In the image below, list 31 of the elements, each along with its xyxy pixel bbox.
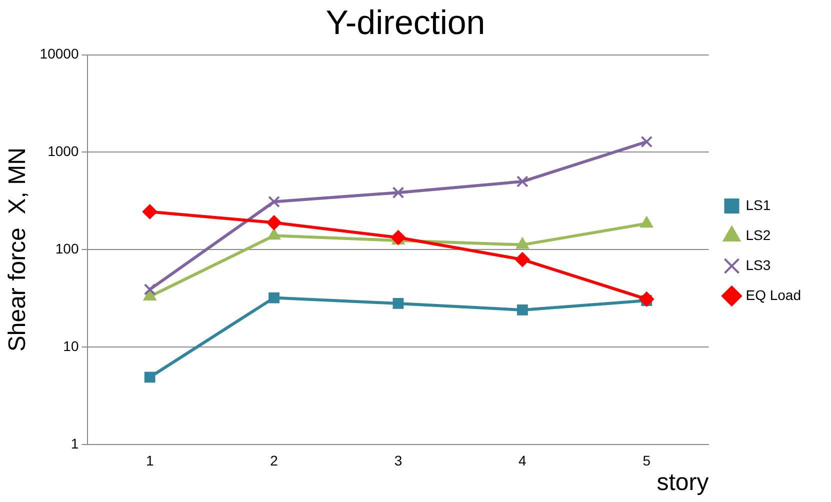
x-tick-label: 2: [270, 452, 278, 469]
y-axis-title: Shear force X, MN: [4, 148, 32, 352]
point: [516, 176, 528, 188]
point: [640, 136, 653, 148]
legend-label: EQ Load: [746, 286, 802, 303]
point: [144, 283, 156, 296]
point: [392, 186, 404, 199]
y-tick-label: 1: [70, 435, 79, 452]
point: [142, 204, 158, 220]
y-tick-label: 100: [55, 240, 79, 256]
point: [268, 196, 280, 208]
point: [514, 252, 530, 268]
point: [266, 215, 282, 230]
legend-label: LS3: [746, 256, 771, 273]
x-tick-label: 4: [518, 452, 527, 469]
x-tick-label: 1: [146, 452, 154, 469]
point: [639, 292, 654, 307]
y-tick-label: 1000: [48, 143, 79, 160]
legend-label: LS1: [746, 196, 771, 213]
point: [390, 230, 406, 246]
point: [516, 304, 528, 316]
y-tick-label: 10: [63, 338, 79, 354]
point: [268, 292, 280, 304]
x-tick-label: 3: [394, 452, 402, 469]
point: [144, 372, 156, 383]
y-tick-label: 10000: [40, 46, 79, 62]
chart-title: Y-direction: [326, 4, 486, 42]
x-axis-title: story: [656, 469, 709, 496]
legend-label: LS2: [746, 226, 771, 243]
point: [392, 298, 404, 309]
x-tick-label: 5: [642, 452, 651, 469]
